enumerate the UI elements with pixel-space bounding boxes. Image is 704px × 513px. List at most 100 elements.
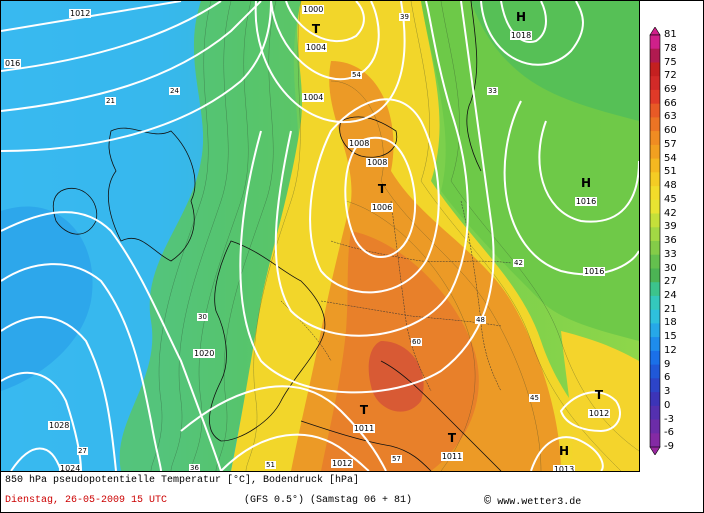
pressure-value: 1011 bbox=[440, 452, 464, 461]
colorbar-label: 66 bbox=[664, 97, 677, 109]
copyright-symbol: © bbox=[484, 494, 492, 508]
temperature-contours bbox=[150, 1, 639, 471]
colorbar-label: 69 bbox=[664, 83, 677, 95]
colorbar-swatch bbox=[650, 419, 660, 434]
temperature-label: 36 bbox=[189, 464, 200, 472]
temperature-label: 48 bbox=[475, 316, 486, 324]
temperature-label: 24 bbox=[169, 87, 180, 95]
colorbar-label: 15 bbox=[664, 331, 677, 343]
isobar-label: 1000 bbox=[302, 5, 325, 14]
colorbar-label: 9 bbox=[664, 358, 671, 370]
southeast-region bbox=[561, 331, 639, 471]
low-pressure-symbol: T bbox=[447, 431, 457, 445]
low-pressure-symbol: T bbox=[311, 22, 321, 36]
colorbar-label: 81 bbox=[664, 29, 677, 40]
colorbar-label: 75 bbox=[664, 56, 677, 68]
colorbar-swatch bbox=[650, 186, 660, 201]
colorbar-label: 72 bbox=[664, 70, 677, 82]
colorbar-label: 27 bbox=[664, 276, 677, 288]
temperature-label: 42 bbox=[513, 259, 524, 267]
valid-date: Dienstag, 26-05-2009 15 UTC bbox=[5, 495, 168, 506]
temperature-label: 30 bbox=[197, 313, 208, 321]
colorbar-label: 51 bbox=[664, 166, 677, 178]
temperature-label: 60 bbox=[411, 338, 422, 346]
temperature-label: 27 bbox=[77, 447, 88, 455]
isobar-label: 1012 bbox=[331, 459, 354, 468]
colorbar-scale bbox=[649, 27, 661, 455]
colorbar-label: 24 bbox=[664, 289, 677, 301]
temperature-label: 39 bbox=[399, 13, 410, 21]
temperature-label: 54 bbox=[351, 71, 362, 79]
high-pressure-center: H 1018 bbox=[506, 11, 536, 42]
coastlines bbox=[52, 1, 502, 471]
colorbar-swatch bbox=[650, 227, 660, 242]
high-pressure-symbol: H bbox=[580, 176, 592, 190]
copyright-site[interactable]: www.wetter3.de bbox=[497, 497, 582, 508]
colorbar-swatch bbox=[650, 364, 660, 379]
high-pressure-center: H 1013 bbox=[549, 444, 579, 472]
colorbar-swatch bbox=[650, 199, 660, 214]
pressure-value: 1012 bbox=[587, 409, 611, 418]
pressure-value: 1006 bbox=[370, 203, 394, 212]
low-pressure-symbol: T bbox=[594, 388, 604, 402]
hot-air-peak bbox=[368, 341, 424, 412]
pressure-value: 1016 bbox=[574, 197, 598, 206]
low-pressure-center: T 1012 bbox=[584, 389, 614, 420]
colorbar-swatch bbox=[650, 254, 660, 269]
isobar-label: 1024 bbox=[59, 464, 82, 472]
colorbar-label: 33 bbox=[664, 248, 677, 260]
colorbar-swatch bbox=[650, 337, 660, 352]
colorbar-swatch bbox=[650, 62, 660, 77]
colorbar-swatch bbox=[650, 35, 660, 50]
pressure-value: 1013 bbox=[552, 465, 576, 472]
isobar-label: 1016 bbox=[583, 267, 606, 276]
low-pressure-center: T 1006 bbox=[367, 183, 397, 214]
low-pressure-center: T 1004 bbox=[301, 23, 331, 54]
transition-region bbox=[119, 1, 301, 471]
colorbar-swatch bbox=[650, 48, 660, 63]
colorbar-label: 12 bbox=[664, 344, 677, 356]
colorbar-swatch bbox=[650, 433, 660, 448]
colorbar-swatch bbox=[650, 405, 660, 420]
isobar-label: 1004 bbox=[302, 93, 325, 102]
colorbar-swatches bbox=[649, 34, 661, 448]
colorbar-swatch bbox=[650, 295, 660, 311]
isobar-label: 1008 bbox=[348, 139, 371, 148]
colorbar-label: 42 bbox=[664, 207, 677, 219]
weather-map: 1012 1000 1004 016 1008 1008 1016 1020 1… bbox=[1, 1, 640, 472]
colorbar-swatch bbox=[650, 282, 660, 297]
colorbar-legend: 81 78 75 72 69 66 63 60 57 54 51 48 45 42 39 36 33 30 27 24… bbox=[646, 27, 704, 455]
colorbar-outline bbox=[649, 34, 661, 448]
colorbar-label: 18 bbox=[664, 317, 677, 329]
colorbar-label: 78 bbox=[664, 42, 677, 54]
temperature-label: 21 bbox=[105, 97, 116, 105]
colorbar-swatch bbox=[650, 89, 660, 105]
pressure-value: 1011 bbox=[352, 424, 376, 433]
high-pressure-symbol: H bbox=[515, 10, 527, 24]
colorbar-label: 48 bbox=[664, 180, 677, 192]
low-pressure-symbol: T bbox=[359, 403, 369, 417]
low-pressure-symbol: T bbox=[377, 182, 387, 196]
copyright: © www.wetter3.de bbox=[484, 495, 581, 509]
temperature-label: 51 bbox=[265, 461, 276, 469]
colorbar-bottom-arrow bbox=[649, 446, 661, 455]
colorbar-label: 0 bbox=[664, 399, 671, 411]
colorbar-label: 57 bbox=[664, 138, 677, 150]
colorbar-label: -6 bbox=[664, 427, 674, 439]
model-info: (GFS 0.5°) (Samstag 06 + 81) bbox=[244, 495, 413, 506]
colorbar-swatch bbox=[650, 378, 660, 393]
colorbar-swatch bbox=[650, 158, 660, 173]
colorbar-label: 39 bbox=[664, 221, 677, 233]
colorbar-label: 30 bbox=[664, 262, 677, 274]
colorbar-swatch bbox=[650, 309, 660, 324]
borders bbox=[280, 200, 512, 392]
colorbar-swatch bbox=[650, 76, 660, 91]
high-pressure-symbol: H bbox=[558, 444, 570, 458]
high-pressure-center: H 1016 bbox=[571, 177, 601, 208]
colorbar-swatch bbox=[650, 323, 660, 338]
colorbar-swatch bbox=[650, 350, 660, 366]
colorbar-swatch bbox=[650, 172, 660, 187]
colorbar-label: 6 bbox=[664, 372, 671, 384]
colorbar-swatch bbox=[650, 103, 660, 118]
